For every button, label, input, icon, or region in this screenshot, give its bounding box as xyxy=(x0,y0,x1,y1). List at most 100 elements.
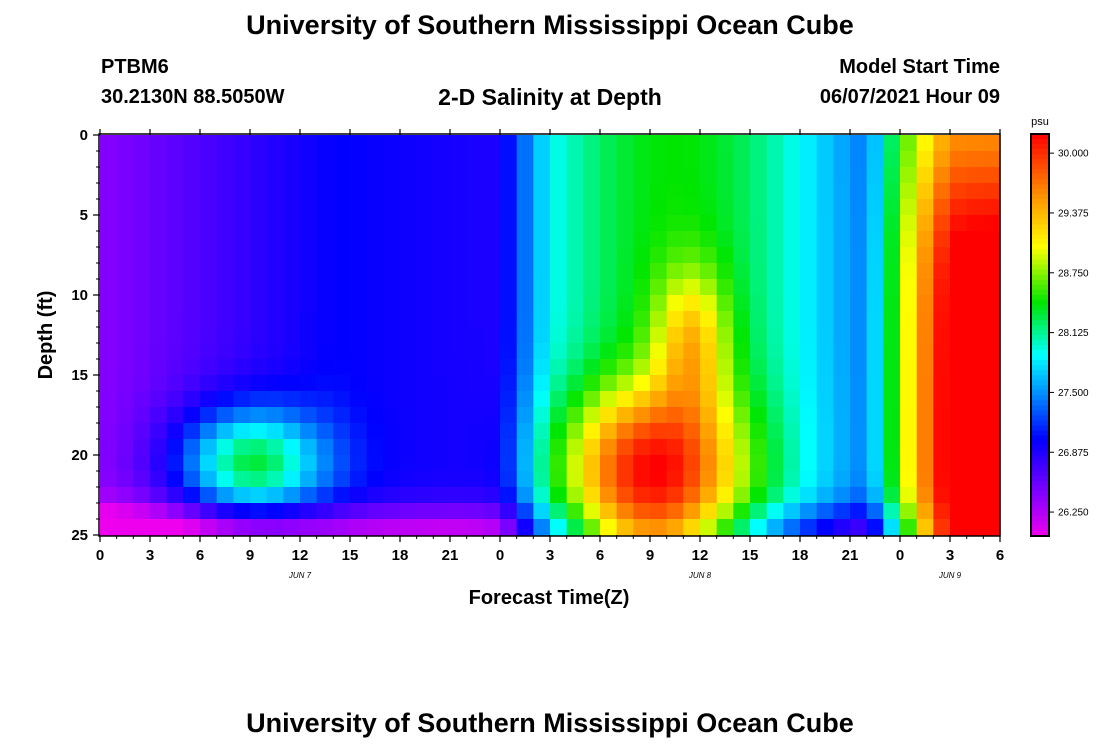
heatmap-cell xyxy=(683,167,701,184)
heatmap-cell xyxy=(316,183,334,200)
colorbar-swatch xyxy=(1031,505,1049,512)
heatmap-cell xyxy=(216,359,234,376)
heatmap-cell xyxy=(566,295,584,312)
heatmap-cell xyxy=(816,247,834,264)
heatmap-cell xyxy=(933,519,951,536)
heatmap-cell xyxy=(333,407,351,424)
colorbar-swatch xyxy=(1031,465,1049,472)
y-tick-label: 15 xyxy=(71,367,88,384)
heatmap-cell xyxy=(266,359,284,376)
heatmap-cell xyxy=(416,135,434,152)
heatmap-cell xyxy=(750,503,768,520)
heatmap-cell xyxy=(300,151,318,168)
colorbar-swatch xyxy=(1031,244,1049,251)
heatmap-cell xyxy=(600,183,618,200)
heatmap-cell xyxy=(866,135,884,152)
heatmap-cell xyxy=(916,487,934,504)
heatmap-cell xyxy=(333,295,351,312)
heatmap-cell xyxy=(250,471,268,488)
heatmap-cell xyxy=(566,439,584,456)
heatmap-cell xyxy=(233,199,251,216)
colorbar-swatch xyxy=(1031,410,1049,417)
heatmap-cell xyxy=(433,327,451,344)
heatmap-cell xyxy=(300,343,318,360)
heatmap-cell xyxy=(800,391,818,408)
heatmap-cell xyxy=(350,487,368,504)
heatmap-cell xyxy=(250,279,268,296)
heatmap-cell xyxy=(833,471,851,488)
heatmap-cell xyxy=(466,343,484,360)
heatmap-cell xyxy=(850,167,868,184)
heatmap-cell xyxy=(583,151,601,168)
heatmap-cell xyxy=(950,215,968,232)
heatmap-cell xyxy=(466,455,484,472)
heatmap-cell xyxy=(483,167,501,184)
heatmap-cell xyxy=(816,135,834,152)
heatmap-cell xyxy=(883,375,901,392)
heatmap-cell xyxy=(850,199,868,216)
heatmap-cell xyxy=(666,199,684,216)
heatmap-cell xyxy=(366,279,384,296)
heatmap-cell xyxy=(333,455,351,472)
heatmap-cell xyxy=(283,359,301,376)
heatmap-cell xyxy=(100,327,118,344)
heatmap-cell xyxy=(483,503,501,520)
heatmap-cell xyxy=(400,295,418,312)
colorbar-swatch xyxy=(1031,159,1049,165)
heatmap-cell xyxy=(883,391,901,408)
heatmap-cell xyxy=(533,519,551,536)
heatmap-cell xyxy=(116,247,134,264)
heatmap-cell xyxy=(300,519,318,536)
heatmap-cell xyxy=(366,455,384,472)
heatmap-cell xyxy=(400,327,418,344)
heatmap-cell xyxy=(333,359,351,376)
heatmap-cell xyxy=(650,327,668,344)
heatmap-cell xyxy=(116,359,134,376)
heatmap-cell xyxy=(566,471,584,488)
heatmap-cell xyxy=(800,375,818,392)
heatmap-cell xyxy=(716,327,734,344)
colorbar-swatch xyxy=(1031,420,1049,427)
colorbar-swatch xyxy=(1031,360,1049,366)
heatmap-cell xyxy=(616,439,634,456)
heatmap-cell xyxy=(800,503,818,520)
heatmap-cell xyxy=(950,199,968,216)
heatmap-cell xyxy=(933,231,951,248)
heatmap-cell xyxy=(633,439,651,456)
heatmap-cell xyxy=(166,423,184,440)
heatmap-cell xyxy=(433,135,451,152)
heatmap-cell xyxy=(866,391,884,408)
heatmap-cell xyxy=(150,327,168,344)
heatmap-cell xyxy=(616,135,634,152)
heatmap-cell xyxy=(333,263,351,280)
heatmap-cell xyxy=(416,391,434,408)
heatmap-cell xyxy=(950,519,968,536)
heatmap-cell xyxy=(183,247,201,264)
heatmap-cell xyxy=(750,295,768,312)
heatmap-cell xyxy=(833,407,851,424)
heatmap-cell xyxy=(200,247,218,264)
heatmap-cell xyxy=(616,407,634,424)
heatmap-cell xyxy=(283,343,301,360)
heatmap-cell xyxy=(733,151,751,168)
heatmap-cell xyxy=(316,391,334,408)
heatmap-cell xyxy=(766,167,784,184)
heatmap-cell xyxy=(816,391,834,408)
heatmap-cell xyxy=(233,231,251,248)
heatmap-cell xyxy=(816,199,834,216)
heatmap-cell xyxy=(483,327,501,344)
heatmap-cell xyxy=(933,167,951,184)
heatmap-cell xyxy=(350,151,368,168)
x-tick-label: 21 xyxy=(842,547,859,564)
heatmap-cell xyxy=(600,151,618,168)
heatmap-cell xyxy=(200,343,218,360)
heatmap-cell xyxy=(633,471,651,488)
heatmap-cell xyxy=(833,247,851,264)
heatmap-cell xyxy=(350,375,368,392)
heatmap-cell xyxy=(466,199,484,216)
heatmap-cell xyxy=(883,151,901,168)
heatmap-cell xyxy=(783,343,801,360)
heatmap-cell xyxy=(383,519,401,536)
heatmap-cell xyxy=(233,247,251,264)
heatmap-cell xyxy=(216,215,234,232)
